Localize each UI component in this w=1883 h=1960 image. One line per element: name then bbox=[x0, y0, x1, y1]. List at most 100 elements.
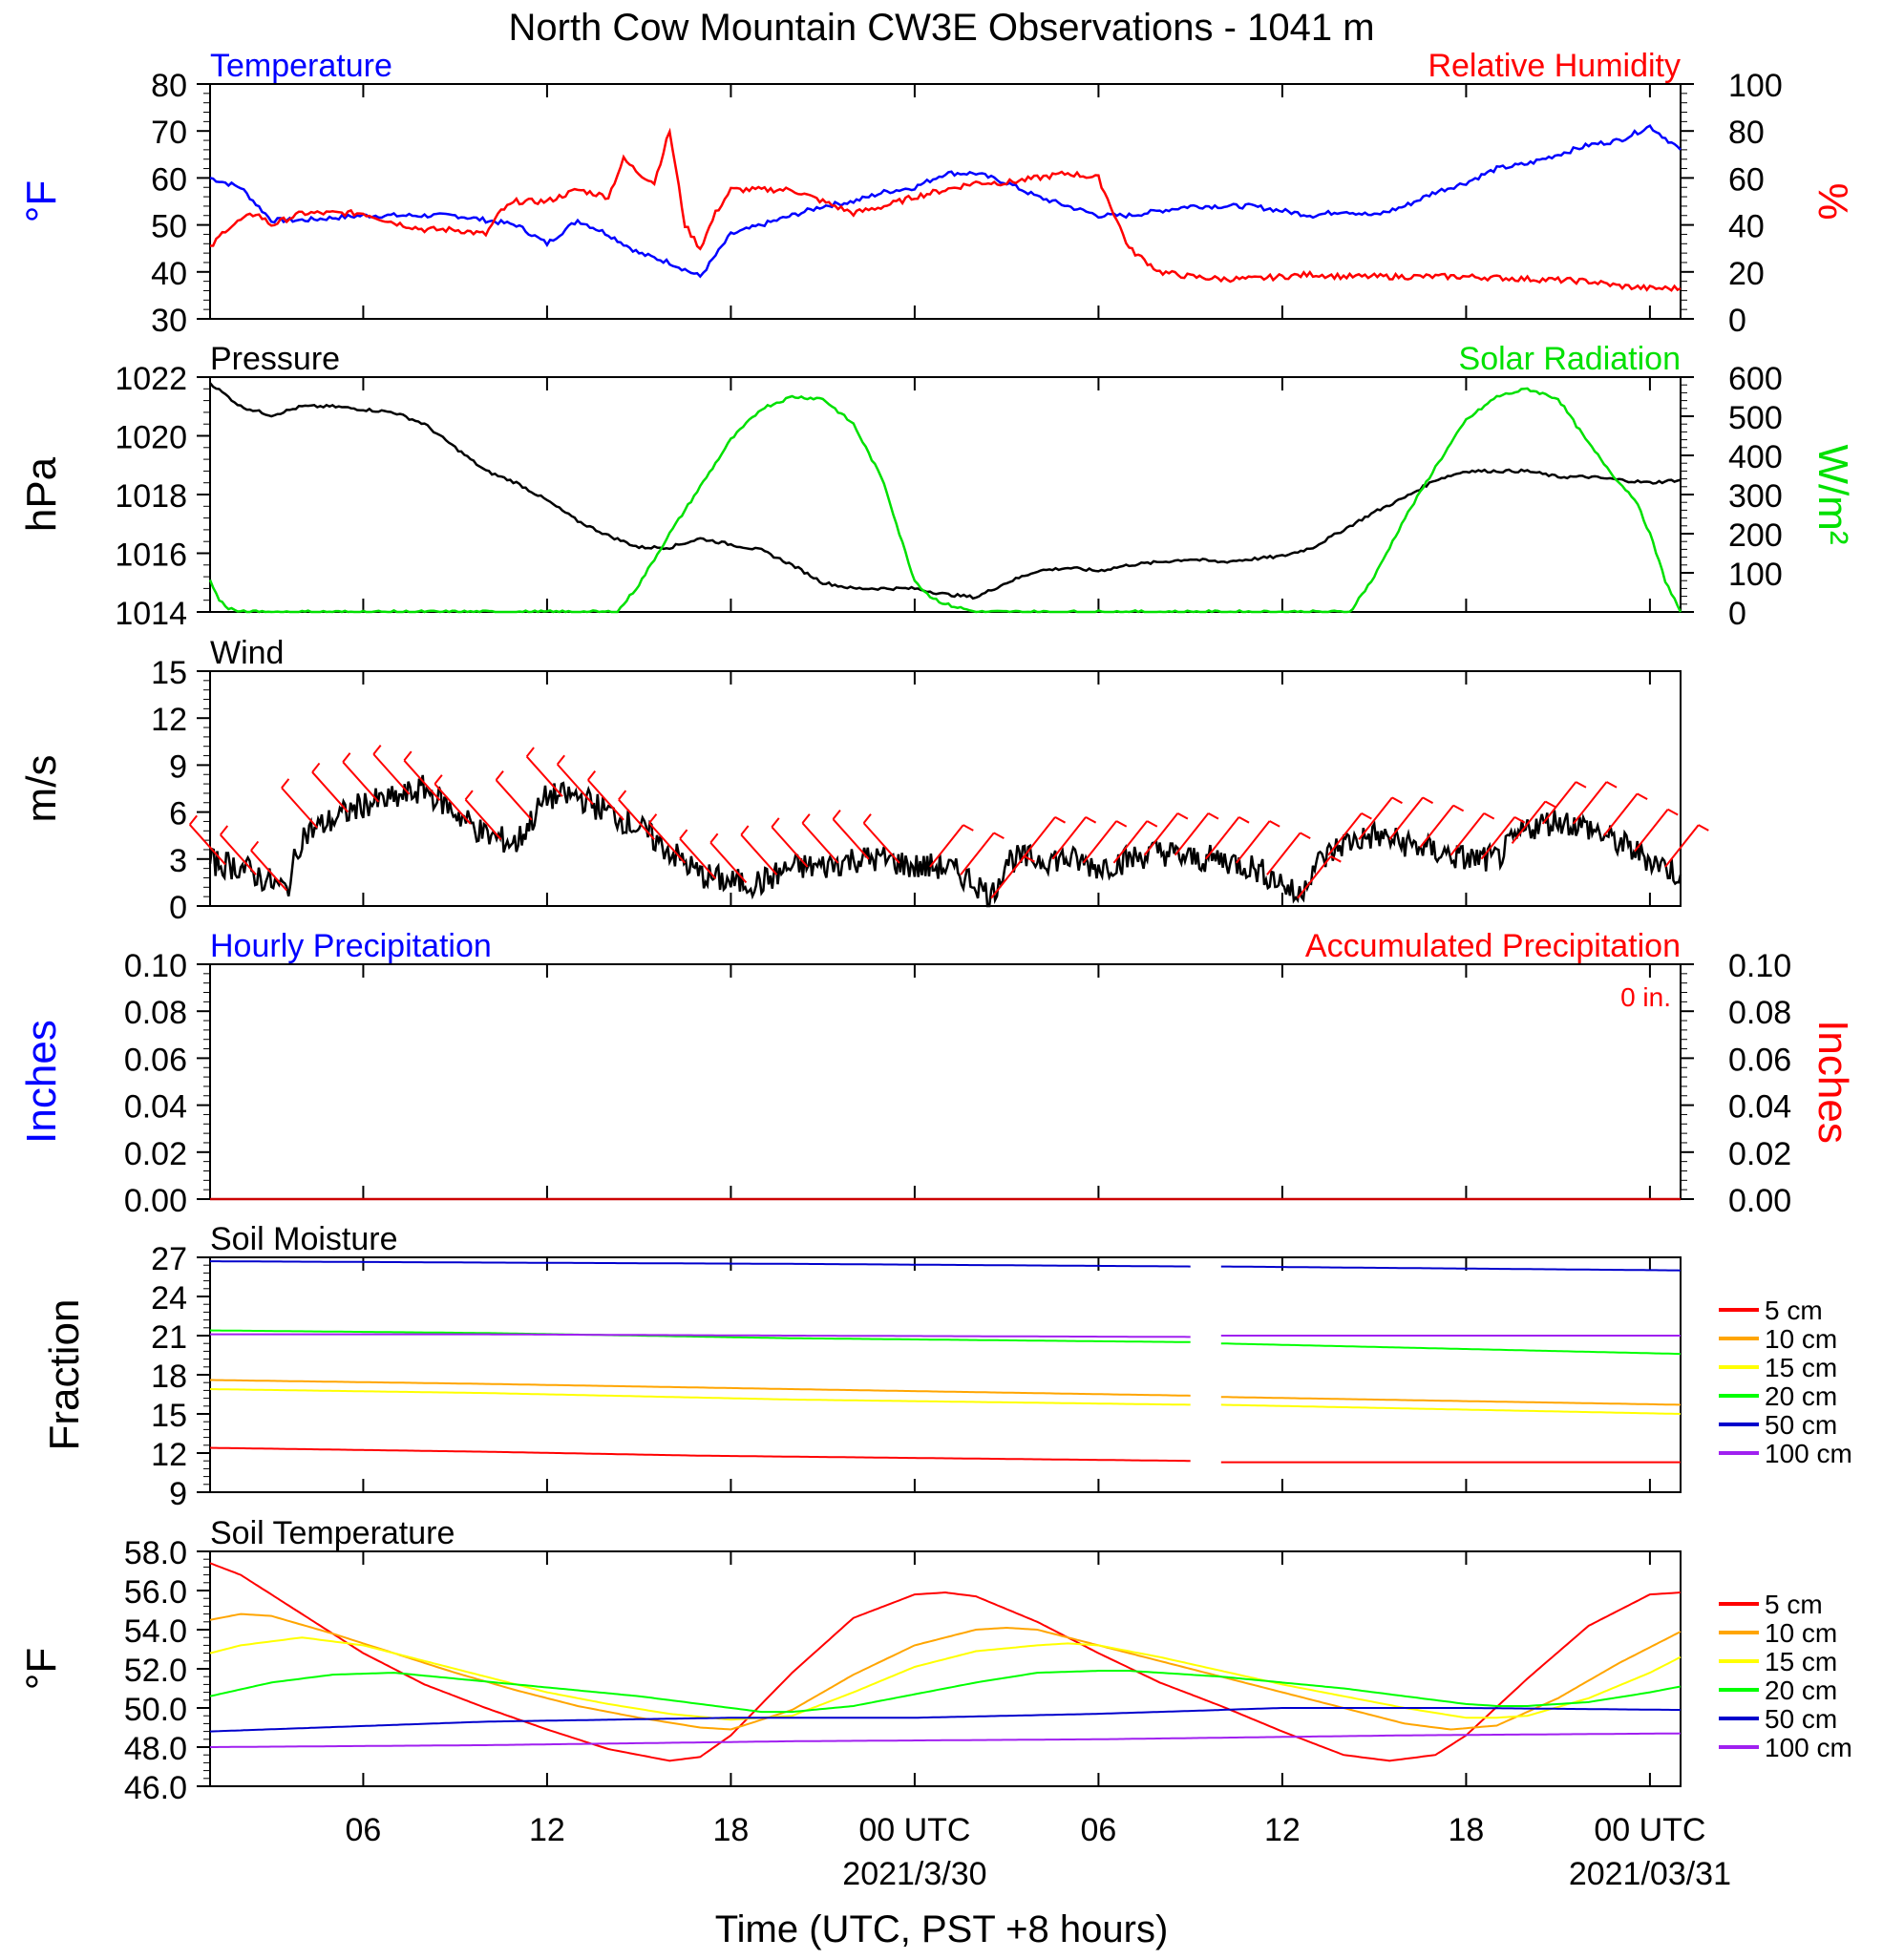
y-tick-label-right: 500 bbox=[1728, 400, 1783, 436]
series-line-15-cm bbox=[209, 1388, 1191, 1406]
y-tick-label-left: 1022 bbox=[115, 361, 187, 397]
wind-barb bbox=[1082, 820, 1117, 864]
panel-wind: 0 3 6 9 12 15 Wind m/s bbox=[18, 635, 1709, 926]
panel-title-left: Temperature bbox=[210, 48, 392, 84]
wind-barb bbox=[1236, 820, 1271, 864]
y-tick-label-left: 1016 bbox=[115, 537, 187, 574]
series-line-50-cm bbox=[1220, 1265, 1682, 1272]
y-tick-label-right: 0.06 bbox=[1728, 1042, 1791, 1078]
panel-title-left: Wind bbox=[210, 635, 284, 671]
y-tick-label-right: 20 bbox=[1728, 256, 1765, 292]
y-tick-label-left: 12 bbox=[151, 1437, 187, 1473]
wind-barb bbox=[1051, 816, 1087, 860]
panel-title-left: Hourly Precipitation bbox=[210, 928, 492, 964]
y-tick-label-left: 0 bbox=[169, 890, 187, 926]
y-tick-label-left: 0.10 bbox=[124, 948, 187, 984]
wind-barb bbox=[556, 763, 594, 806]
wind-barb bbox=[709, 841, 748, 884]
x-tick-label: 06 bbox=[1081, 1812, 1117, 1848]
wind-barb-flag bbox=[963, 824, 974, 832]
wind-barb bbox=[771, 826, 809, 868]
y-tick-label-left: 0.08 bbox=[124, 995, 187, 1031]
wind-barb bbox=[1143, 812, 1179, 856]
y-tick-label-left: 0.02 bbox=[124, 1136, 187, 1172]
panel-title-left: Soil Moisture bbox=[210, 1221, 398, 1257]
y-tick-label-left: 58.0 bbox=[124, 1535, 187, 1571]
x-date-label: 2021/03/31 bbox=[1569, 1856, 1731, 1892]
y-axis-label-left: °F bbox=[18, 180, 65, 222]
accumulated-total: 0 in. bbox=[1620, 982, 1671, 1012]
series-line-50-cm bbox=[209, 1707, 1681, 1733]
y-tick-label-left: 12 bbox=[151, 702, 187, 738]
x-tick-label: 18 bbox=[1449, 1812, 1485, 1848]
wind-barb bbox=[1664, 824, 1700, 868]
y-tick-label-left: 15 bbox=[151, 1398, 187, 1434]
panel-title-right: Relative Humidity bbox=[1428, 48, 1681, 84]
panel-precip: 0.00 0.02 0.04 0.06 0.08 0.10 0.00 0.02 0.04 0.06… bbox=[18, 928, 1856, 1219]
legend-label: 20 cm bbox=[1765, 1675, 1837, 1705]
series-line-10-cm bbox=[1220, 1396, 1681, 1406]
legend-label: 50 cm bbox=[1765, 1704, 1837, 1734]
wind-barb-flag bbox=[1238, 816, 1250, 824]
series-line-relative-humidity bbox=[209, 127, 1682, 292]
y-tick-label-left: 1020 bbox=[115, 420, 187, 456]
y-tick-label-left: 9 bbox=[169, 748, 187, 785]
y-axis-label-left: °F bbox=[18, 1648, 65, 1690]
series-line-wind bbox=[208, 774, 1682, 908]
series-line-solar-radiation bbox=[208, 387, 1682, 614]
wind-barb bbox=[1634, 809, 1669, 853]
panel-title-right: Accumulated Precipitation bbox=[1305, 928, 1681, 964]
series-line-10-cm bbox=[210, 1379, 1191, 1397]
y-tick-label-left: 24 bbox=[151, 1280, 187, 1317]
plot-frame bbox=[209, 670, 1682, 907]
plot-frame bbox=[209, 376, 1682, 613]
chart-title: North Cow Mountain CW3E Observations - 1… bbox=[508, 7, 1374, 49]
wind-barb-flag bbox=[709, 832, 719, 844]
wind-barb bbox=[618, 798, 655, 840]
y-tick-label-right: 60 bbox=[1728, 161, 1765, 198]
y-tick-label-left: 46.0 bbox=[124, 1770, 187, 1806]
y-tick-label-right: 0.00 bbox=[1728, 1183, 1791, 1219]
series-line-15-cm bbox=[209, 1636, 1682, 1721]
wind-barb-flag bbox=[679, 829, 688, 840]
wind-barb-flag bbox=[1085, 816, 1097, 824]
y-tick-label-right: 300 bbox=[1728, 478, 1783, 515]
wind-barb bbox=[1449, 812, 1485, 856]
y-tick-label-right: 40 bbox=[1728, 209, 1765, 245]
legend-label: 15 cm bbox=[1765, 1353, 1837, 1382]
wind-barb bbox=[434, 783, 472, 825]
legend-label: 100 cm bbox=[1765, 1439, 1852, 1468]
x-tick-label: 12 bbox=[529, 1812, 565, 1848]
y-tick-label-right: 0.02 bbox=[1728, 1136, 1791, 1172]
series-line-20-cm bbox=[209, 1329, 1191, 1343]
series-line-20-cm bbox=[1220, 1342, 1681, 1356]
y-tick-label-left: 18 bbox=[151, 1359, 187, 1395]
series-line-pressure bbox=[209, 382, 1682, 601]
wind-barb bbox=[311, 771, 349, 813]
legend-label: 5 cm bbox=[1765, 1296, 1823, 1325]
x-tick-label: 06 bbox=[346, 1812, 382, 1848]
panel-temp_rh: 30 40 50 60 70 80 0 20 40 60 80 100 Temperature Relat… bbox=[18, 48, 1856, 339]
y-tick-label-right: 0.10 bbox=[1728, 948, 1791, 984]
wind-barb-flag bbox=[1483, 811, 1495, 820]
x-tick-label: 12 bbox=[1264, 1812, 1301, 1848]
y-tick-label-left: 50 bbox=[151, 209, 187, 245]
wind-barb-flag bbox=[250, 840, 260, 852]
wind-barb-flag bbox=[740, 825, 750, 836]
wind-barb bbox=[464, 798, 502, 840]
wind-barb-flag bbox=[648, 813, 658, 824]
wind-barb-flag bbox=[1667, 808, 1679, 816]
legend-label: 20 cm bbox=[1765, 1381, 1837, 1411]
wind-barb bbox=[832, 818, 870, 860]
wind-barb bbox=[929, 824, 964, 868]
wind-barb-flag bbox=[434, 774, 443, 785]
y-tick-label-left: 52.0 bbox=[124, 1653, 187, 1689]
wind-barb bbox=[801, 822, 839, 864]
wind-barb bbox=[1358, 796, 1393, 840]
wind-barb bbox=[1603, 792, 1639, 836]
wind-barb-flag bbox=[556, 754, 565, 766]
wind-barb bbox=[403, 759, 441, 801]
y-tick-label-left: 0.00 bbox=[124, 1183, 187, 1219]
